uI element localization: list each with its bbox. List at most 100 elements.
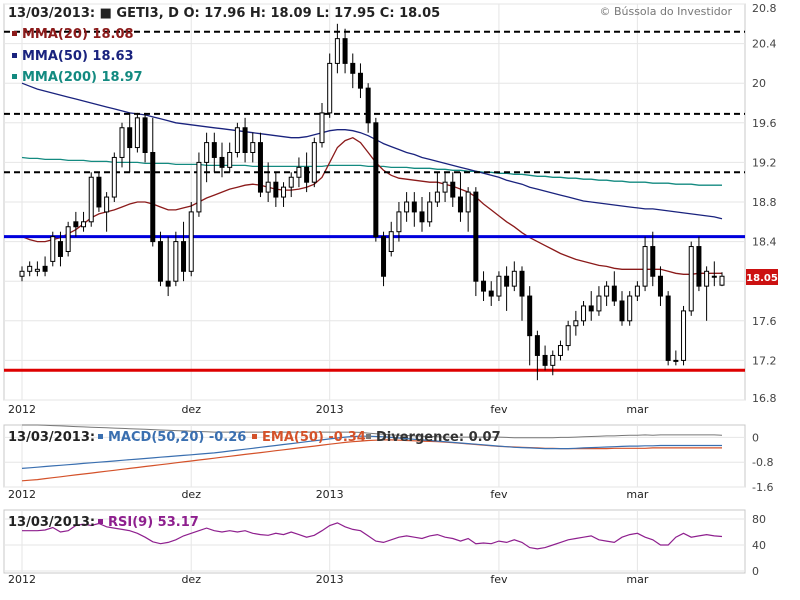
candle-down	[181, 241, 187, 272]
divergence-swatch	[366, 434, 371, 439]
candle-down	[304, 166, 310, 183]
macd-lines	[21, 424, 723, 482]
candle-up	[642, 246, 648, 287]
rsi-tick-label: 0	[752, 565, 759, 578]
macd-tick-label: -0.8	[752, 456, 773, 469]
candle-up	[319, 112, 325, 144]
candle-up	[281, 186, 287, 198]
candle-up	[334, 38, 340, 64]
x-tick-label: dez	[181, 573, 201, 586]
x-tick-label: mar	[626, 488, 648, 501]
candle-down	[657, 275, 663, 297]
legend-swatch-ma20	[12, 31, 17, 36]
ema-label: EMA(50) -0.34	[262, 430, 366, 445]
legend: MMA(20) 18.08 MMA(50) 18.63 MMA(200) 18.…	[12, 27, 143, 85]
candle-down	[381, 236, 387, 277]
candle-up	[27, 265, 33, 272]
candle-up	[119, 127, 125, 158]
x-tick-label: 2012	[8, 488, 36, 501]
divergence-label: Divergence: 0.07	[376, 430, 501, 445]
rsi-date: 13/03/2013:	[8, 515, 95, 530]
candle-up	[704, 270, 710, 287]
rsi-label: RSI(9) 53.17	[108, 515, 199, 530]
candle-down	[273, 181, 279, 198]
candle-up	[111, 156, 117, 198]
candle-up	[134, 117, 140, 149]
candle-up	[550, 354, 556, 366]
price-tick-label: 20.4	[752, 38, 777, 51]
ma200-line	[21, 156, 722, 186]
x-tick-label: fev	[490, 403, 508, 416]
candle-up	[688, 246, 694, 312]
candle-down	[665, 295, 671, 361]
candle-up	[19, 270, 25, 277]
candle-up	[634, 285, 640, 297]
price-tick-label: 18.4	[752, 236, 777, 249]
x-tick-label: 2013	[316, 488, 344, 501]
candle-up	[65, 226, 71, 252]
candle-up	[50, 236, 56, 262]
candle-up	[465, 191, 471, 213]
price-tick-label: 16.8	[752, 392, 777, 405]
candle-up	[34, 268, 40, 272]
price-tick-label: 19.2	[752, 156, 777, 169]
ema-line	[21, 439, 722, 482]
last-price-box	[746, 269, 778, 285]
candle-up	[596, 295, 602, 312]
price-tick-label: 17.2	[752, 354, 777, 367]
rsi-tick-label: 80	[752, 513, 766, 526]
candle-down	[242, 127, 248, 153]
x-tick-label: fev	[490, 488, 508, 501]
candle-down	[257, 142, 263, 193]
macd-grid	[4, 436, 745, 488]
macd-swatch	[98, 434, 103, 439]
candle-up	[81, 221, 87, 228]
price-tick-label: 18.8	[752, 196, 777, 209]
price-tick-label: 17.6	[752, 315, 777, 328]
macd-label: MACD(50,20) -0.26	[108, 430, 246, 445]
candle-down	[127, 127, 133, 149]
candle-down	[357, 72, 363, 89]
x-tick-label: mar	[626, 403, 648, 416]
candle-down	[373, 122, 379, 238]
candle-up	[434, 191, 440, 203]
watermark: © Bússola do Investidor	[599, 5, 732, 18]
rsi-line	[22, 522, 723, 550]
candle-up	[557, 345, 563, 356]
candle-down	[142, 117, 148, 153]
x-tick-label: mar	[626, 573, 648, 586]
x-tick-label: 2013	[316, 573, 344, 586]
candle-up	[511, 270, 517, 287]
candle-down	[650, 246, 656, 277]
candle-up	[404, 201, 410, 213]
candle-up	[673, 359, 679, 362]
x-tick-label: dez	[181, 403, 201, 416]
candle-up	[496, 275, 502, 297]
candle-down	[473, 191, 479, 282]
candle-up	[288, 176, 294, 188]
price-tick-label: 20.8	[752, 2, 777, 15]
legend-ma200: MMA(200) 18.97	[22, 70, 143, 85]
candle-down	[542, 354, 548, 366]
price-tick-label: 20	[752, 77, 766, 90]
candle-down	[519, 270, 525, 297]
candle-up	[188, 211, 194, 272]
candle-down	[57, 241, 63, 257]
candle-down	[211, 142, 217, 158]
candle-up	[442, 181, 448, 193]
candle-up	[250, 142, 256, 154]
candle-down	[696, 246, 702, 287]
candle-up	[327, 62, 333, 114]
header-info: 13/03/2013: ■ GETI3, D O: 17.96 H: 18.09…	[8, 6, 440, 21]
candle-down	[150, 152, 156, 243]
x-tick-label: 2013	[316, 403, 344, 416]
legend-ma20: MMA(20) 18.08	[22, 27, 134, 42]
rsi-legend: 13/03/2013: RSI(9) 53.17	[8, 515, 199, 530]
candle-down	[342, 38, 348, 64]
candle-down	[481, 280, 487, 292]
x-tick-label: dez	[181, 488, 201, 501]
candle-up	[711, 275, 717, 278]
candle-down	[527, 295, 533, 337]
macd-legend: 13/03/2013: MACD(50,20) -0.26 EMA(50) -0…	[8, 430, 501, 445]
